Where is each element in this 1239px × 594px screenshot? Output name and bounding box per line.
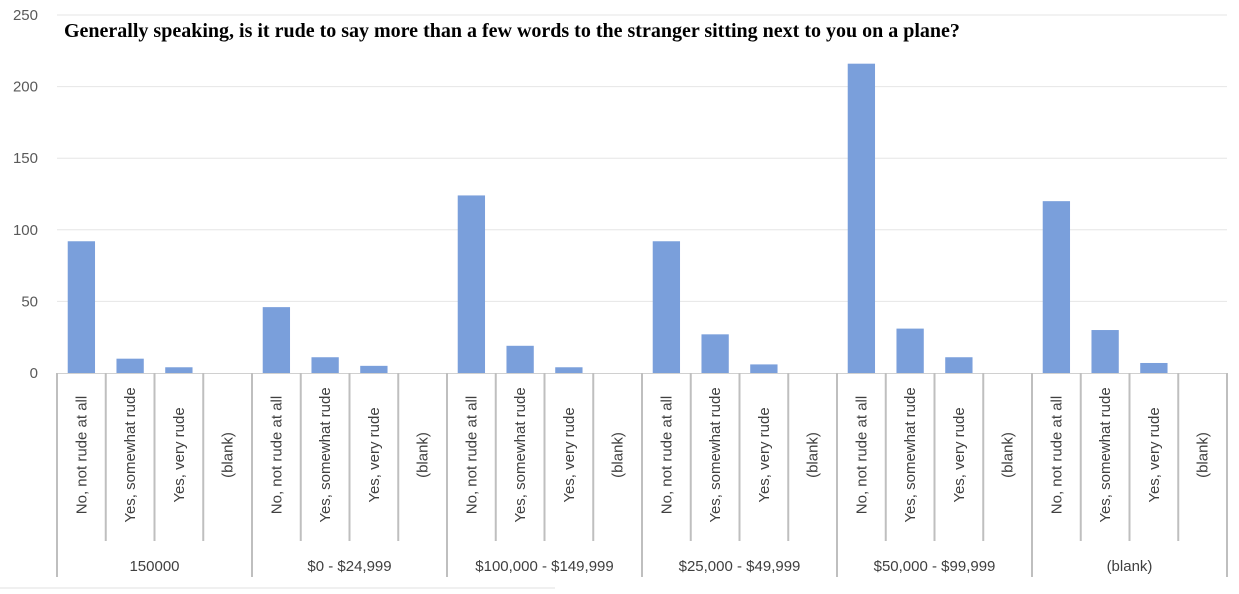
x-group-label: 150000 [129, 558, 179, 575]
bar [555, 367, 583, 373]
x-group-label: $100,000 - $149,999 [475, 558, 613, 575]
x-category-label: (blank) [1000, 432, 1017, 478]
y-tick-label: 150 [13, 150, 38, 167]
x-category-label: Yes, somewhat rude [122, 387, 139, 522]
x-category-label: No, not rude at all [853, 396, 870, 514]
bar [165, 367, 193, 373]
x-category-label: Yes, somewhat rude [1097, 387, 1114, 522]
bar [1140, 362, 1168, 373]
x-category-label: Yes, very rude [366, 407, 383, 502]
x-category-label: (blank) [610, 432, 627, 478]
x-category-label: (blank) [220, 432, 237, 478]
x-category-label: (blank) [805, 432, 822, 478]
x-category-label: Yes, somewhat rude [317, 387, 334, 522]
bar [116, 358, 144, 373]
bar [750, 364, 778, 373]
chart-title: Generally speaking, is it rude to say mo… [64, 20, 960, 42]
x-category-label: No, not rude at all [73, 396, 90, 514]
bar [360, 365, 388, 373]
x-category-label: (blank) [1195, 432, 1212, 478]
x-category-label: No, not rude at all [658, 396, 675, 514]
x-group-label: $50,000 - $99,999 [874, 558, 996, 575]
x-category-label: No, not rude at all [463, 396, 480, 514]
bar [457, 195, 486, 373]
bar [847, 63, 876, 374]
bar [945, 357, 973, 373]
x-category-label: No, not rude at all [1048, 396, 1065, 514]
x-category-label: Yes, very rude [561, 407, 578, 502]
bar [311, 357, 339, 373]
bar [652, 241, 681, 373]
x-category-label: Yes, somewhat rude [902, 387, 919, 522]
bar [896, 328, 924, 373]
x-category-label: Yes, very rude [951, 407, 968, 502]
x-category-label: Yes, very rude [1146, 407, 1163, 502]
y-tick-label: 100 [13, 222, 38, 239]
x-category-label: (blank) [415, 432, 432, 478]
bar [1042, 201, 1071, 373]
x-group-label: $0 - $24,999 [307, 558, 391, 575]
bar [506, 345, 534, 373]
x-category-label: Yes, somewhat rude [707, 387, 724, 522]
bar [67, 241, 96, 373]
bar [701, 334, 729, 373]
y-tick-label: 50 [21, 293, 38, 310]
x-category-label: Yes, very rude [756, 407, 773, 502]
x-category-label: Yes, very rude [171, 407, 188, 502]
bar [262, 307, 291, 373]
x-group-label: (blank) [1107, 558, 1153, 575]
bar [1091, 330, 1119, 373]
x-group-label: $25,000 - $49,999 [679, 558, 801, 575]
y-tick-label: 200 [13, 79, 38, 96]
y-tick-label: 0 [30, 365, 38, 382]
x-category-label: No, not rude at all [268, 396, 285, 514]
y-tick-label: 250 [13, 7, 38, 24]
x-category-label: Yes, somewhat rude [512, 387, 529, 522]
